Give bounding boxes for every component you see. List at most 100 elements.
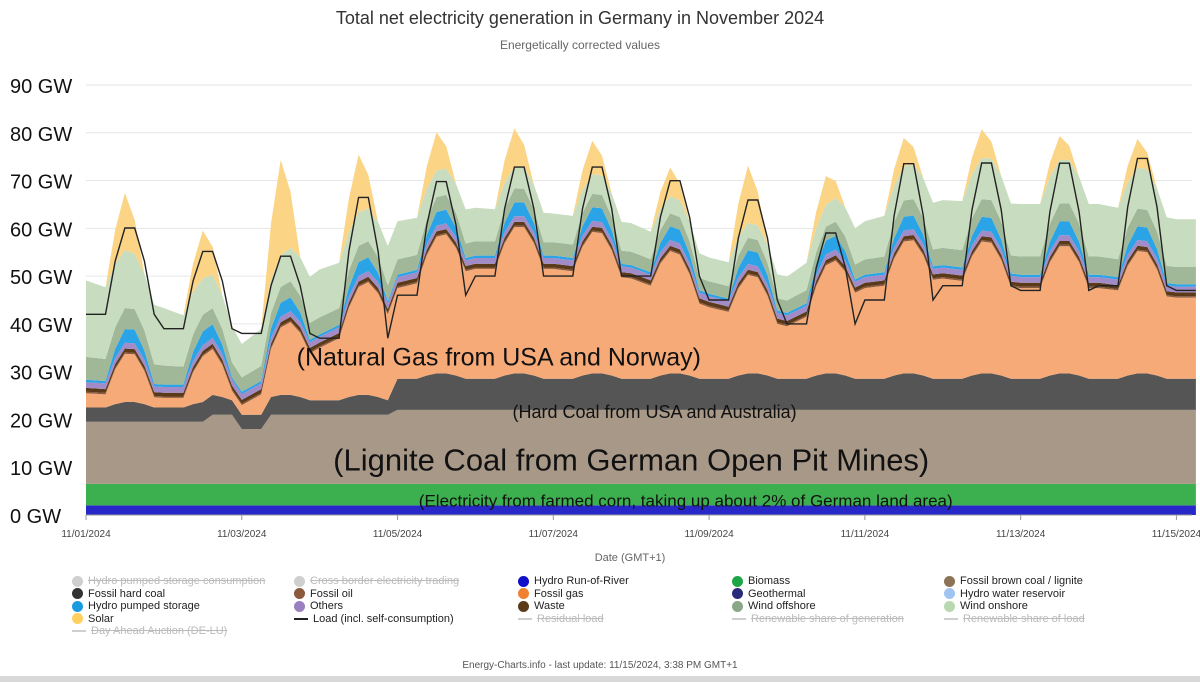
legend-dot-marker	[72, 575, 83, 587]
legend-label: Hydro water reservoir	[960, 587, 1066, 600]
legend-item[interactable]: Solar	[72, 613, 114, 625]
area-hydro-run-of-river[interactable]	[86, 505, 1196, 515]
bottom-scrollbar[interactable]	[0, 676, 1200, 682]
legend-dot-marker	[944, 575, 955, 587]
chart-annotation: (Electricity from farmed corn, taking up…	[419, 491, 953, 510]
legend-item[interactable]: Residual load	[518, 613, 604, 625]
legend-item[interactable]: Wind onshore	[944, 600, 1028, 612]
y-tick-label: 40 GW	[10, 315, 72, 337]
legend-dot-marker	[72, 613, 83, 624]
legend-item[interactable]: Hydro pumped storage	[72, 600, 200, 612]
legend-label: Hydro pumped storage	[88, 600, 200, 612]
y-tick-label: 20 GW	[10, 410, 72, 432]
legend-label: Fossil oil	[310, 587, 353, 600]
legend-line-marker	[72, 630, 86, 632]
legend-dot-marker	[518, 588, 529, 599]
legend-dot-marker	[294, 588, 305, 599]
y-tick-label: 70 GW	[10, 172, 72, 194]
chart-legend: Hydro pumped storage consumption Cross bo…	[60, 575, 1200, 645]
chart-annotation: (Hard Coal from USA and Australia)	[513, 402, 797, 422]
generation-chart[interactable]: 0 GW 10 GW 20 GW 30 GW 40 GW 50 GW 60 GW 70 GW 8…	[0, 60, 1200, 550]
legend-line-marker	[294, 617, 308, 620]
legend-dot-marker	[732, 600, 743, 612]
area-solar[interactable]	[86, 128, 1196, 344]
legend-label: Solar	[88, 612, 114, 625]
y-tick-label: 90 GW	[10, 76, 72, 98]
legend-item[interactable]: Waste	[518, 600, 565, 612]
legend-item[interactable]: Load (incl. self-consumption)	[294, 613, 454, 625]
y-tick-label: 10 GW	[10, 458, 72, 480]
x-tick-label: 11/07/2024	[529, 529, 579, 540]
line-load[interactable]	[86, 157, 1196, 339]
legend-label: Fossil brown coal / lignite	[960, 575, 1083, 587]
legend-dot-marker	[518, 600, 529, 612]
area-wind-onshore[interactable]	[86, 158, 1196, 378]
legend-item[interactable]: Fossil oil	[294, 588, 353, 600]
area-biomass[interactable]	[86, 483, 1196, 506]
legend-label: Renewable share of generation	[751, 612, 904, 625]
legend-item[interactable]: Hydro pumped storage consumption	[72, 575, 265, 587]
x-tick-label: 11/11/2024	[841, 529, 890, 540]
legend-dot-marker	[944, 600, 955, 612]
area-fossil-brown-coal[interactable]	[86, 409, 1196, 484]
legend-item[interactable]: Renewable share of load	[944, 613, 1085, 625]
legend-item[interactable]: Fossil gas	[518, 588, 584, 600]
chart-annotation: (Natural Gas from USA and Norway)	[297, 343, 701, 371]
legend-label: Cross border electricity trading	[310, 575, 460, 587]
legend-label: Renewable share of load	[963, 612, 1085, 625]
legend-item[interactable]: Hydro Run-of-River	[518, 575, 629, 587]
legend-label: Day Ahead Auction (DE-LU)	[91, 625, 228, 637]
x-tick-label: 11/03/2024	[217, 529, 267, 540]
legend-label: Others	[310, 600, 344, 612]
legend-label: Fossil gas	[534, 587, 584, 600]
y-tick-label: 30 GW	[10, 363, 72, 385]
x-tick-label: 11/13/2024	[996, 529, 1046, 540]
legend-dot-marker	[732, 575, 743, 587]
legend-item[interactable]: Day Ahead Auction (DE-LU)	[72, 625, 227, 637]
y-tick-label: 0 GW	[10, 506, 61, 528]
legend-label: Wind offshore	[748, 600, 816, 612]
x-tick-label: 11/05/2024	[373, 529, 423, 540]
footer-source: Energy-Charts.info - last update: 11/15/…	[462, 660, 738, 671]
chart-subtitle: Energetically corrected values	[499, 38, 661, 52]
legend-label: Load (incl. self-consumption)	[313, 612, 454, 625]
legend-label: Biomass	[748, 575, 791, 587]
legend-dot-marker	[72, 588, 83, 599]
legend-label: Waste	[534, 600, 565, 612]
area-fossil-hard-coal[interactable]	[86, 373, 1196, 429]
y-tick-label: 80 GW	[10, 124, 72, 146]
legend-label: Residual load	[537, 612, 604, 625]
legend-item[interactable]: Wind offshore	[732, 600, 816, 612]
legend-item[interactable]: Cross border electricity trading	[294, 575, 459, 587]
x-tick-label: 11/15/2024	[1152, 529, 1200, 540]
chart-title: Total net electricity generation in Germ…	[335, 8, 825, 28]
legend-dot-marker	[294, 600, 305, 612]
legend-label: Hydro Run-of-River	[534, 575, 629, 587]
legend-label: Fossil hard coal	[88, 587, 166, 600]
x-tick-label: 11/09/2024	[684, 529, 734, 540]
legend-item[interactable]: Fossil hard coal	[72, 588, 165, 600]
legend-line-marker	[732, 617, 746, 620]
legend-label: Geothermal	[748, 587, 806, 600]
legend-item[interactable]: Biomass	[732, 575, 790, 587]
chart-annotation: (Lignite Coal from German Open Pit Mines…	[333, 442, 929, 477]
legend-item[interactable]: Fossil brown coal / lignite	[944, 575, 1083, 587]
y-tick-label: 50 GW	[10, 267, 72, 289]
legend-dot-marker	[72, 600, 83, 612]
legend-line-marker	[944, 617, 958, 620]
legend-item[interactable]: Hydro water reservoir	[944, 588, 1065, 600]
legend-item[interactable]: Geothermal	[732, 588, 805, 600]
legend-item[interactable]: Renewable share of generation	[732, 613, 904, 625]
x-axis-label: Date (GMT+1)	[594, 552, 666, 564]
legend-dot-marker	[294, 575, 305, 587]
legend-dot-marker	[732, 588, 743, 599]
x-tick-label: 11/01/2024	[61, 529, 111, 540]
legend-label: Hydro pumped storage consumption	[88, 575, 266, 587]
legend-item[interactable]: Others	[294, 600, 343, 612]
y-tick-label: 60 GW	[10, 219, 72, 241]
area-fossil-gas[interactable]	[86, 227, 1196, 415]
legend-dot-marker	[518, 575, 529, 587]
legend-label: Wind onshore	[960, 600, 1028, 612]
legend-line-marker	[518, 617, 532, 620]
legend-dot-marker	[944, 588, 955, 599]
